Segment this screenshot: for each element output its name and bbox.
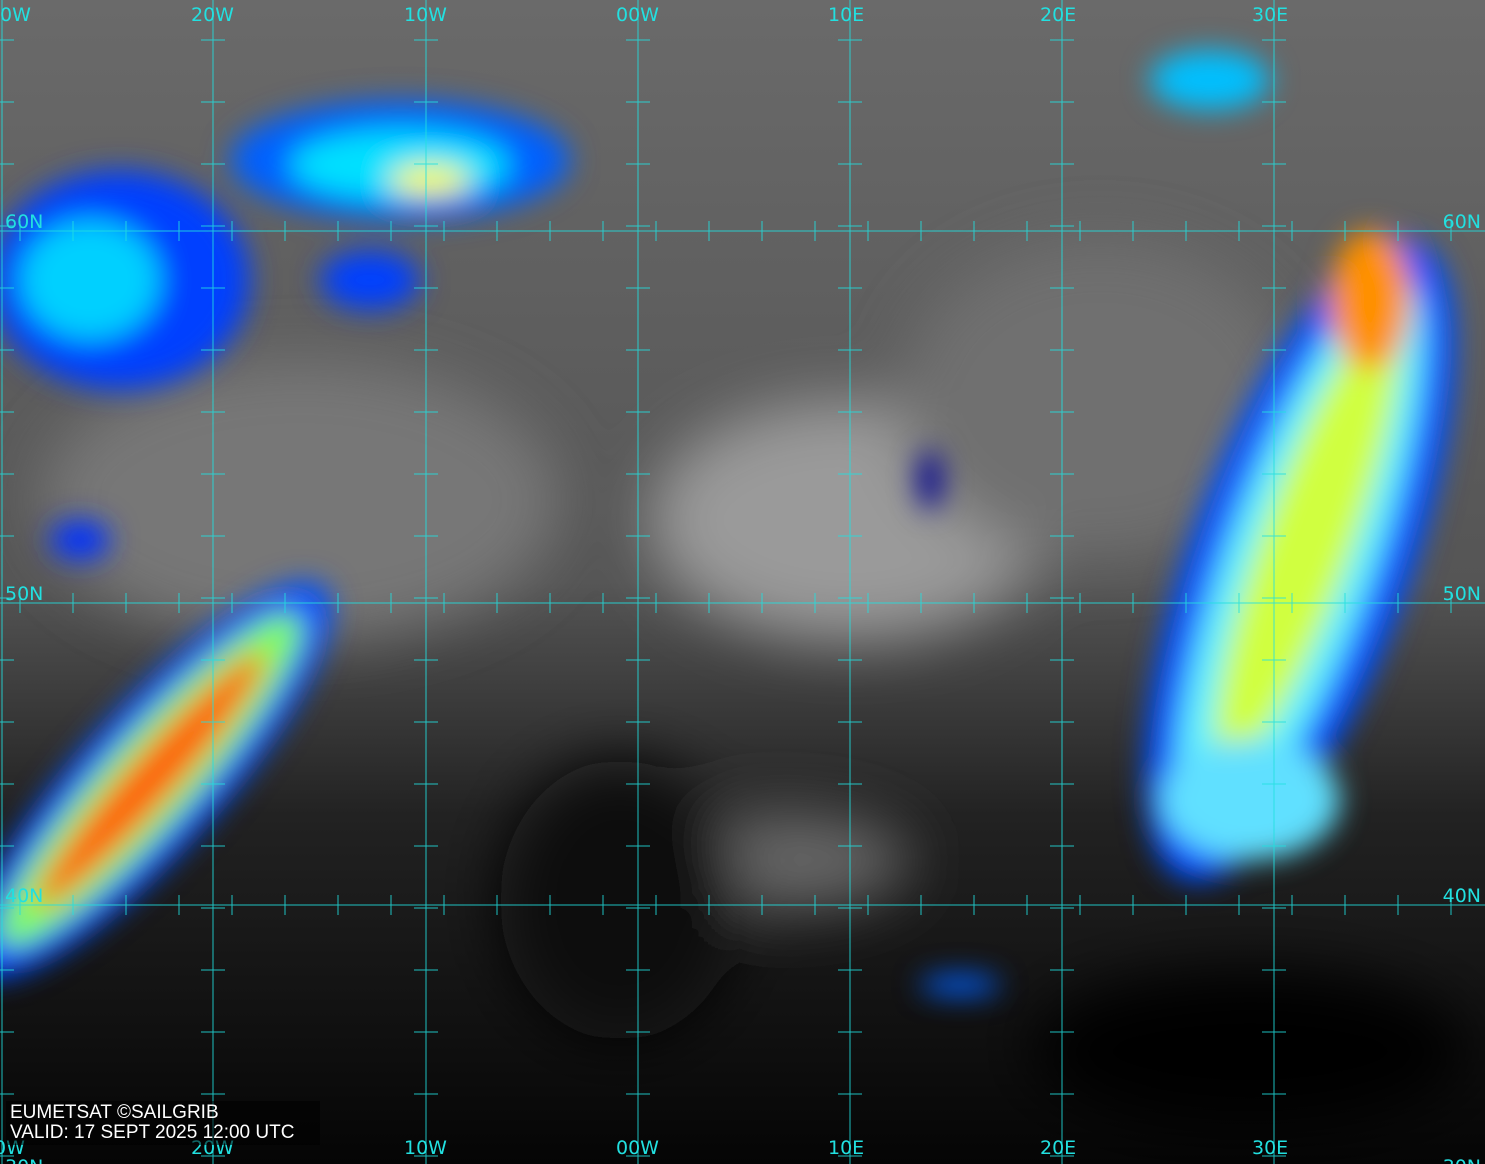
- bottom-lon-label: 10W: [404, 1137, 447, 1159]
- bottom-lon-label: 10E: [828, 1137, 865, 1159]
- caption-box: EUMETSAT ©SAILGRIB VALID: 17 SEPT 2025 1…: [6, 1101, 320, 1145]
- bottom-lon-label: 20E: [1040, 1137, 1077, 1159]
- top-lon-label: 20W: [191, 4, 234, 26]
- left-lat-label: 60N: [5, 211, 44, 233]
- source-credit: EUMETSAT ©SAILGRIB: [10, 1102, 219, 1123]
- top-lon-label: 30E: [1252, 4, 1289, 26]
- left-lat-label: 50N: [5, 583, 44, 605]
- right-lat-label: 50N: [1442, 583, 1481, 605]
- grey-clouds: [40, 240, 1470, 1130]
- left-lat-label: 30N: [5, 1157, 43, 1164]
- bottom-lon-label: 30E: [1252, 1137, 1289, 1159]
- bottom-lon-label: 00W: [616, 1137, 659, 1159]
- right-lat-label: 40N: [1442, 885, 1481, 907]
- top-lon-label: 00W: [616, 4, 659, 26]
- top-lon-label: 20E: [1040, 4, 1077, 26]
- colored-cloud-tops: [0, 50, 1456, 995]
- right-lat-label: 60N: [1442, 211, 1481, 233]
- valid-time: VALID: 17 SEPT 2025 12:00 UTC: [10, 1122, 295, 1143]
- left-lat-label: 40N: [5, 885, 44, 907]
- top-lon-label: 10W: [404, 4, 447, 26]
- right-lat-label: 30N: [1443, 1157, 1481, 1164]
- top-lon-label: 10E: [828, 4, 865, 26]
- top-lon-label: 0W: [0, 4, 31, 26]
